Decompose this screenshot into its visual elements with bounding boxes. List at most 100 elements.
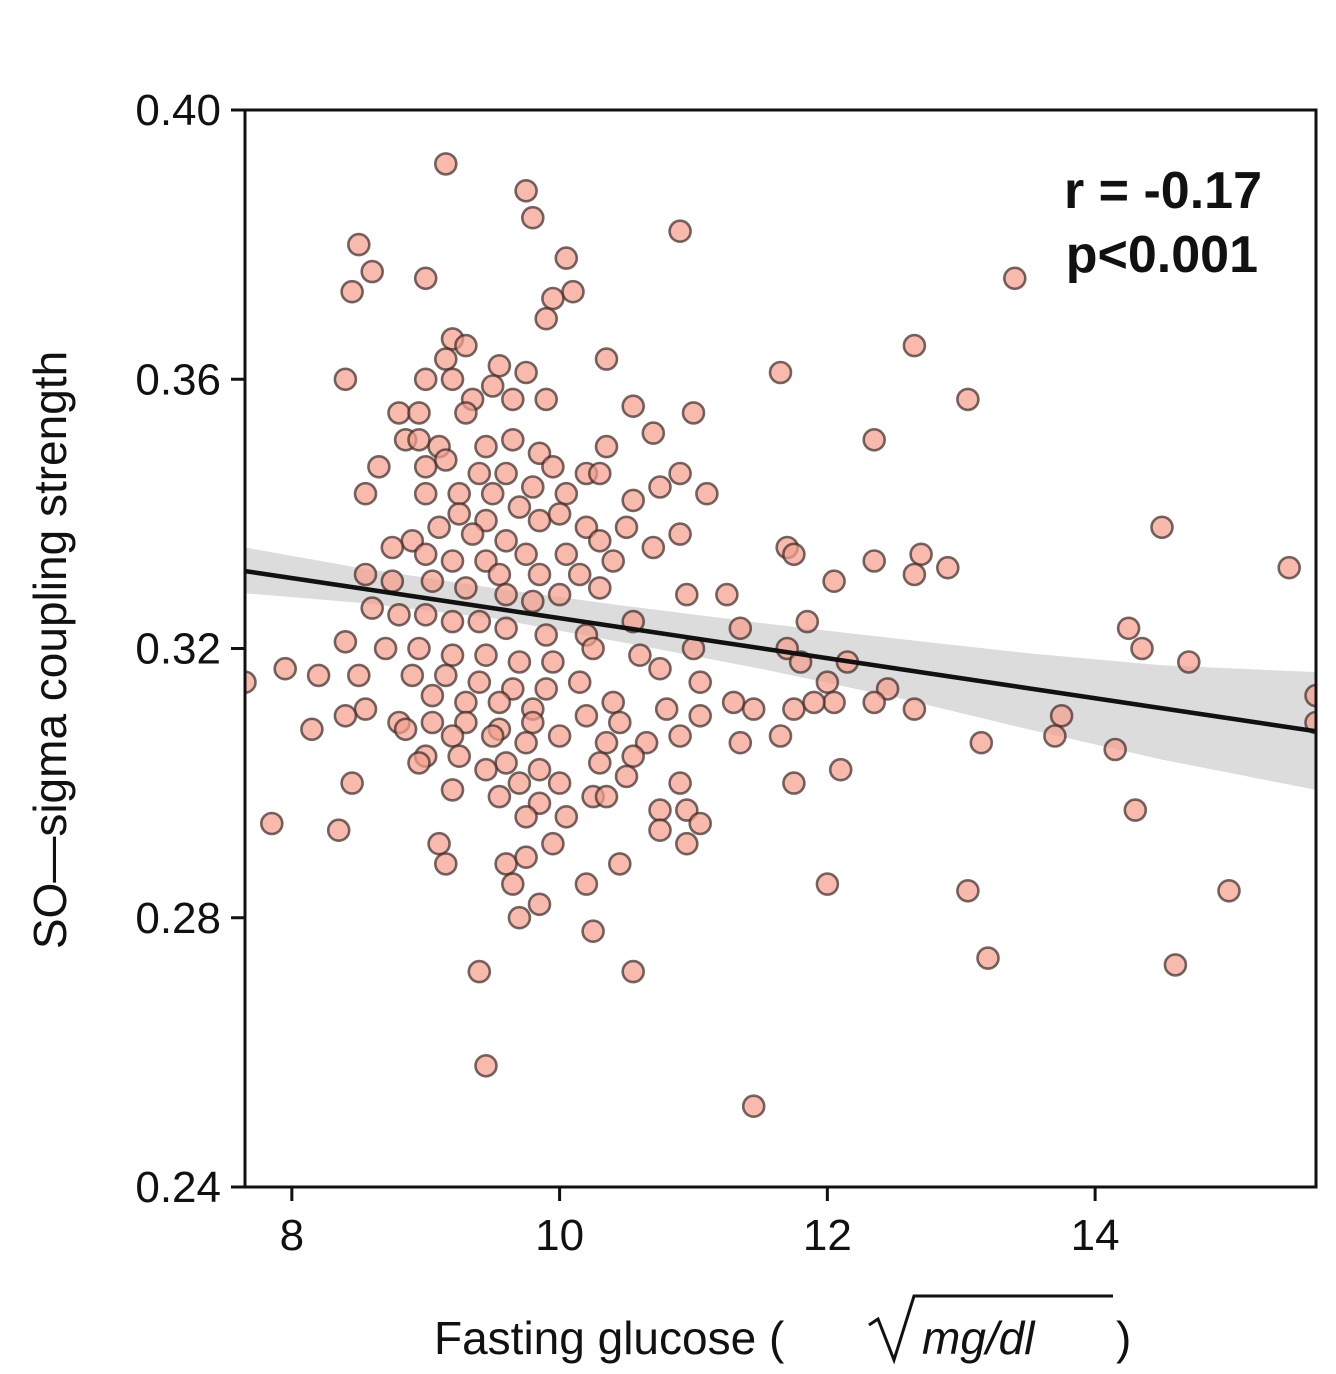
scatter-point: [628, 643, 652, 668]
scatter-point: [721, 690, 746, 715]
scatter-point: [547, 771, 572, 795]
data-points: [245, 152, 1316, 1118]
scatter-point: [387, 602, 411, 627]
p-value-annotation: p<0.001: [1066, 226, 1258, 284]
scatter-point: [520, 475, 545, 499]
scatter-point: [909, 542, 933, 567]
scatter-point: [413, 542, 438, 567]
scatter-point: [380, 535, 405, 560]
scatter-point: [487, 562, 512, 587]
scatter-point: [822, 690, 846, 715]
scatter-point: [333, 629, 358, 654]
scatter-point: [514, 179, 538, 203]
scatter-point: [487, 353, 512, 378]
scatter-point: [380, 569, 405, 594]
scatter-point: [688, 811, 713, 836]
scatter-point: [433, 663, 458, 688]
scatter-point: [407, 751, 431, 775]
scatter-point: [367, 454, 391, 479]
scatter-point: [440, 609, 465, 634]
x-axis-label: Fasting glucose (: [434, 1312, 785, 1364]
scatter-point: [467, 670, 492, 695]
scatter-point: [862, 690, 887, 715]
scatter-point: [440, 778, 465, 802]
scatter-point: [520, 710, 545, 735]
scatter-point: [494, 528, 518, 553]
scatter-point: [474, 757, 498, 782]
scatter-point: [614, 515, 639, 540]
scatter-point: [641, 421, 666, 445]
scatter-point: [741, 1094, 766, 1118]
scatter-point: [674, 831, 699, 856]
scatter-point: [259, 811, 284, 836]
scatter-point: [427, 515, 451, 540]
scatter-point: [554, 481, 579, 506]
scatter-point: [487, 690, 512, 715]
x-tick-label: 12: [803, 1211, 852, 1260]
scatter-point: [413, 454, 438, 479]
scatter-point: [340, 279, 364, 304]
scatter-point: [587, 576, 612, 600]
scatter-point: [648, 818, 672, 843]
scatter-point: [507, 905, 532, 930]
scatter-point: [500, 872, 525, 896]
scatter-point: [433, 852, 458, 876]
scatter-point: [1116, 616, 1141, 641]
scatter-point: [413, 266, 438, 291]
y-tick-label: 0.40: [135, 86, 221, 135]
scatter-point: [527, 757, 552, 782]
y-axis-label: SO—sigma coupling strength: [24, 351, 76, 949]
scatter-point: [500, 427, 525, 452]
scatter-point: [520, 205, 545, 230]
scatter-point: [728, 616, 753, 641]
scatter-point: [587, 751, 612, 775]
y-axis-ticks: 0.24 0.28 0.32 0.36 0.40: [135, 86, 245, 1212]
x-axis-label-suffix: ): [1116, 1312, 1131, 1364]
scatter-point: [902, 697, 927, 721]
scatter-point: [601, 690, 626, 715]
scatter-point: [621, 959, 646, 984]
scatter-point: [507, 650, 532, 674]
scatter-point: [587, 461, 612, 486]
scatter-point: [822, 569, 846, 594]
scatter-point: [648, 798, 672, 822]
scatter-point: [494, 582, 518, 607]
scatter-point: [541, 286, 565, 311]
scatter-point: [514, 730, 538, 755]
scatter-point: [668, 724, 692, 748]
y-tick-label: 0.28: [135, 894, 221, 943]
scatter-point: [567, 670, 592, 695]
scatter-point: [554, 804, 579, 829]
scatter-point: [614, 764, 639, 789]
scatter-point: [454, 401, 478, 425]
correlation-annotation: r = -0.17: [1064, 162, 1262, 220]
scatter-point: [353, 697, 378, 721]
scatter-point: [1163, 953, 1188, 977]
scatter-point: [1177, 650, 1201, 674]
scatter-point: [902, 333, 927, 358]
scatter-point: [594, 730, 619, 755]
scatter-point: [581, 919, 605, 944]
x-axis-label-prefix: Fasting glucose (: [434, 1312, 785, 1364]
scatter-point: [935, 555, 960, 580]
scatter-point: [594, 347, 619, 371]
scatter-point: [420, 683, 445, 708]
scatter-point: [514, 845, 538, 870]
scatter-point: [1130, 636, 1154, 661]
scatter-point: [447, 502, 472, 526]
scatter-point: [802, 690, 826, 715]
scatter-point: [433, 448, 458, 472]
scatter-point: [554, 542, 579, 567]
scatter-point: [621, 488, 646, 513]
sqrt-symbol: [868, 1294, 1113, 1365]
scatter-point: [300, 717, 324, 742]
scatter-point: [487, 784, 512, 809]
scatter-point: [520, 589, 545, 614]
scatter-point: [1217, 878, 1241, 903]
scatter-point: [494, 616, 518, 641]
scatter-point: [654, 697, 679, 721]
scatter-point: [480, 481, 505, 506]
scatter-point: [447, 744, 472, 769]
scatter-point: [648, 656, 672, 681]
scatter-point: [407, 427, 431, 452]
